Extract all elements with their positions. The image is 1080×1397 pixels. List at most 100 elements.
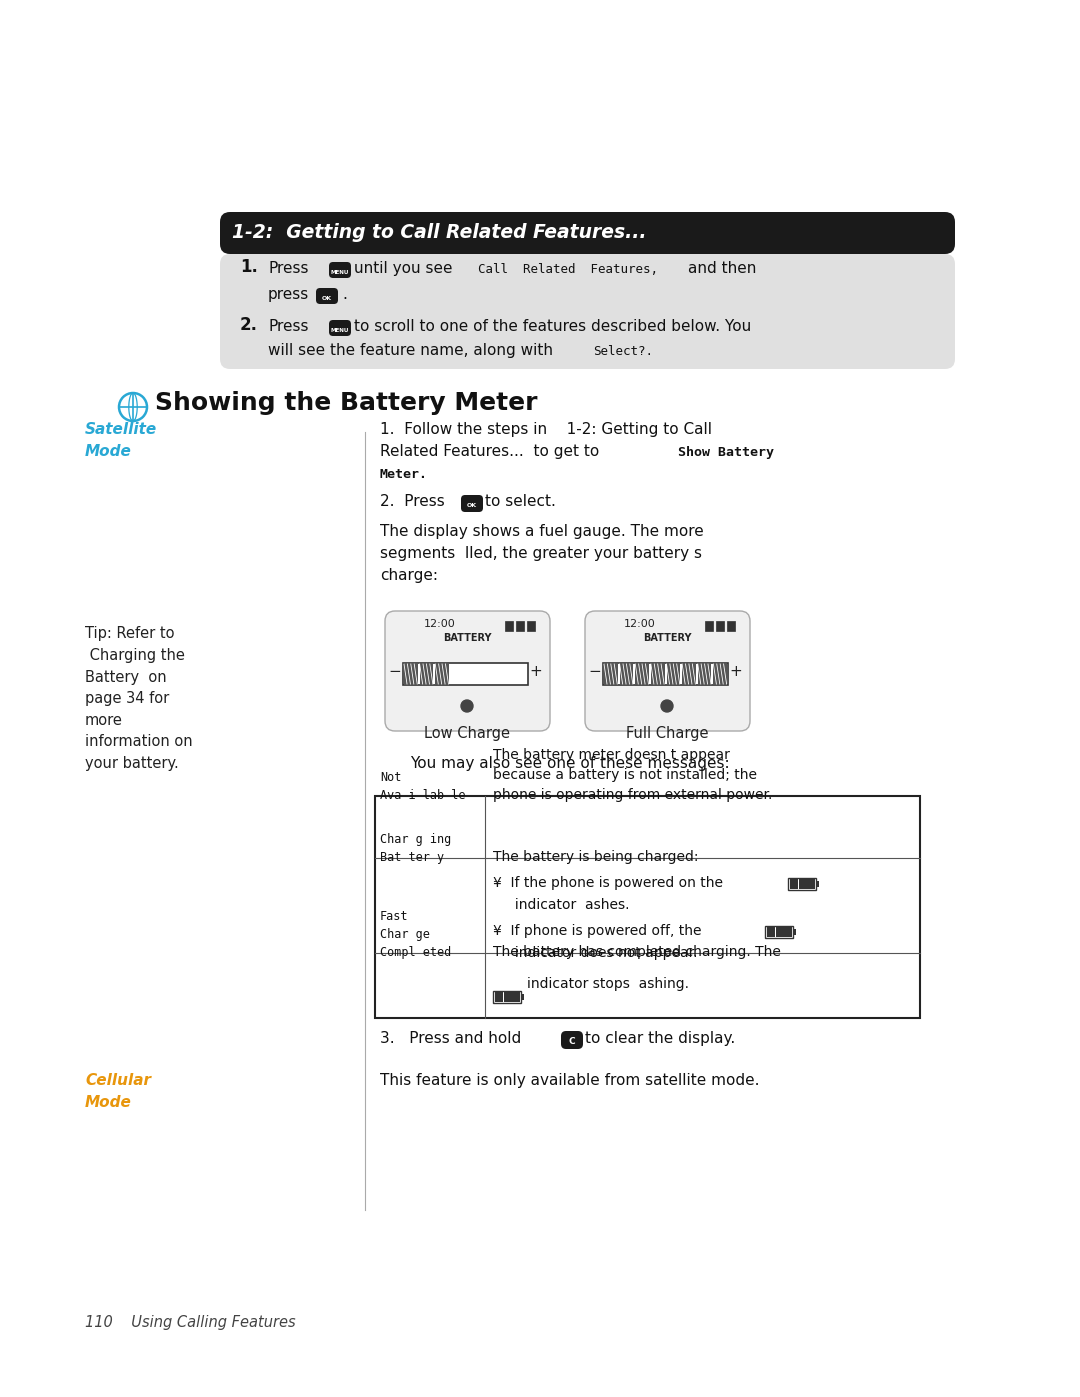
Text: until you see: until you see [354,261,453,277]
Text: segments  lled, the greater your battery s: segments lled, the greater your battery … [380,546,702,562]
Text: indicator stops  ashing.: indicator stops ashing. [527,977,689,990]
Text: BATTERY: BATTERY [443,633,491,643]
Bar [788,877,816,890]
Text: Tip: Refer to
 Charging the
Battery  on
page 34 for
more
information on
your bat: Tip: Refer to Charging the Battery on pa… [85,626,192,771]
Bar [789,879,798,888]
Text: The battery is being charged:: The battery is being charged: [492,849,699,863]
FancyBboxPatch shape [561,1031,583,1049]
Text: to select.: to select. [485,495,556,509]
Text: BATTERY: BATTERY [643,633,691,643]
Bar [503,992,512,1002]
Text: The battery meter doesn t appear
because a battery is not installed; the
phone i: The battery meter doesn t appear because… [492,747,772,802]
Bar [798,879,807,888]
Text: ¥  If phone is powered off, the: ¥ If phone is powered off, the [492,923,702,937]
Text: 1.: 1. [240,258,258,277]
Bar [714,664,727,685]
Text: Press: Press [268,319,309,334]
Bar [816,882,819,887]
Text: OK: OK [467,503,477,509]
Text: Char g ing
Bat ter y: Char g ing Bat ter y [380,833,451,863]
Text: Not
Ava i lab le: Not Ava i lab le [380,771,465,802]
Text: Mode: Mode [85,1095,132,1111]
Circle shape [461,700,473,712]
Bar [403,664,528,685]
Text: to scroll to one of the features described below. You: to scroll to one of the features describ… [354,319,752,334]
FancyBboxPatch shape [585,610,750,731]
Text: 12:00: 12:00 [624,619,656,629]
Text: 12:00: 12:00 [424,619,456,629]
Bar [435,664,449,685]
Text: MENU: MENU [330,270,349,275]
Text: 3.   Press and hold: 3. Press and hold [380,1031,522,1046]
Bar [705,622,713,631]
Text: indicator does not appear.: indicator does not appear. [492,946,698,960]
Bar [727,622,735,631]
Text: ¥  If the phone is powered on the: ¥ If the phone is powered on the [492,876,723,890]
Text: Show Battery: Show Battery [678,446,774,460]
Text: 1-2:  Getting to Call Related Features...: 1-2: Getting to Call Related Features... [232,224,647,242]
Bar [527,622,535,631]
Bar [784,928,792,937]
Text: +: + [730,664,742,679]
Bar [807,879,815,888]
Text: Full Charge: Full Charge [625,726,708,740]
Text: The display shows a fuel gauge. The more: The display shows a fuel gauge. The more [380,524,704,539]
Text: You may also see one of these messages:: You may also see one of these messages: [410,756,730,771]
Text: 2.: 2. [240,316,258,334]
Text: Select?.: Select?. [593,345,653,358]
Bar [775,928,783,937]
FancyBboxPatch shape [316,288,338,305]
Text: The battery has completed charging. The: The battery has completed charging. The [492,944,781,958]
Text: OK: OK [322,296,332,300]
FancyBboxPatch shape [329,263,351,278]
Bar [404,664,418,685]
Text: will see the feature name, along with: will see the feature name, along with [268,344,553,358]
Bar [492,990,521,1003]
Bar [767,928,775,937]
Bar [521,995,524,1000]
Bar [683,664,696,685]
Bar [604,664,618,685]
Text: Satellite: Satellite [85,422,158,437]
Text: This feature is only available from satellite mode.: This feature is only available from sate… [380,1073,759,1088]
Text: Press: Press [268,261,309,277]
Bar [793,929,796,935]
Text: Fast
Char ge
Compl eted: Fast Char ge Compl eted [380,909,451,958]
Text: press: press [268,286,309,302]
Bar [698,664,712,685]
Text: Related Features...  to get to: Related Features... to get to [380,444,599,460]
Text: −: − [589,664,602,679]
FancyBboxPatch shape [461,495,483,511]
FancyBboxPatch shape [329,320,351,337]
Text: +: + [529,664,542,679]
Circle shape [661,700,673,712]
Text: charge:: charge: [380,569,438,583]
Bar [666,664,680,685]
Bar [495,992,503,1002]
FancyBboxPatch shape [384,610,550,731]
Text: and then: and then [688,261,756,277]
Text: Meter.: Meter. [380,468,428,481]
Text: MENU: MENU [330,328,349,332]
Text: C: C [569,1037,576,1046]
Bar [716,622,724,631]
Bar [505,622,513,631]
Bar [635,664,649,685]
Bar [765,926,793,937]
Bar [651,664,664,685]
Bar [620,664,633,685]
Text: Cellular: Cellular [85,1073,151,1088]
Bar [512,992,519,1002]
FancyBboxPatch shape [220,254,955,369]
Bar [375,796,920,1018]
Text: 110    Using Calling Features: 110 Using Calling Features [85,1315,296,1330]
Text: .: . [342,286,347,302]
Text: to clear the display.: to clear the display. [585,1031,735,1046]
Text: −: − [389,664,402,679]
Bar [420,664,433,685]
Text: Low Charge: Low Charge [424,726,510,740]
Text: Showing the Battery Meter: Showing the Battery Meter [156,391,538,415]
FancyBboxPatch shape [220,212,955,254]
Bar [603,664,728,685]
Text: Call  Related  Features,: Call Related Features, [478,263,658,277]
